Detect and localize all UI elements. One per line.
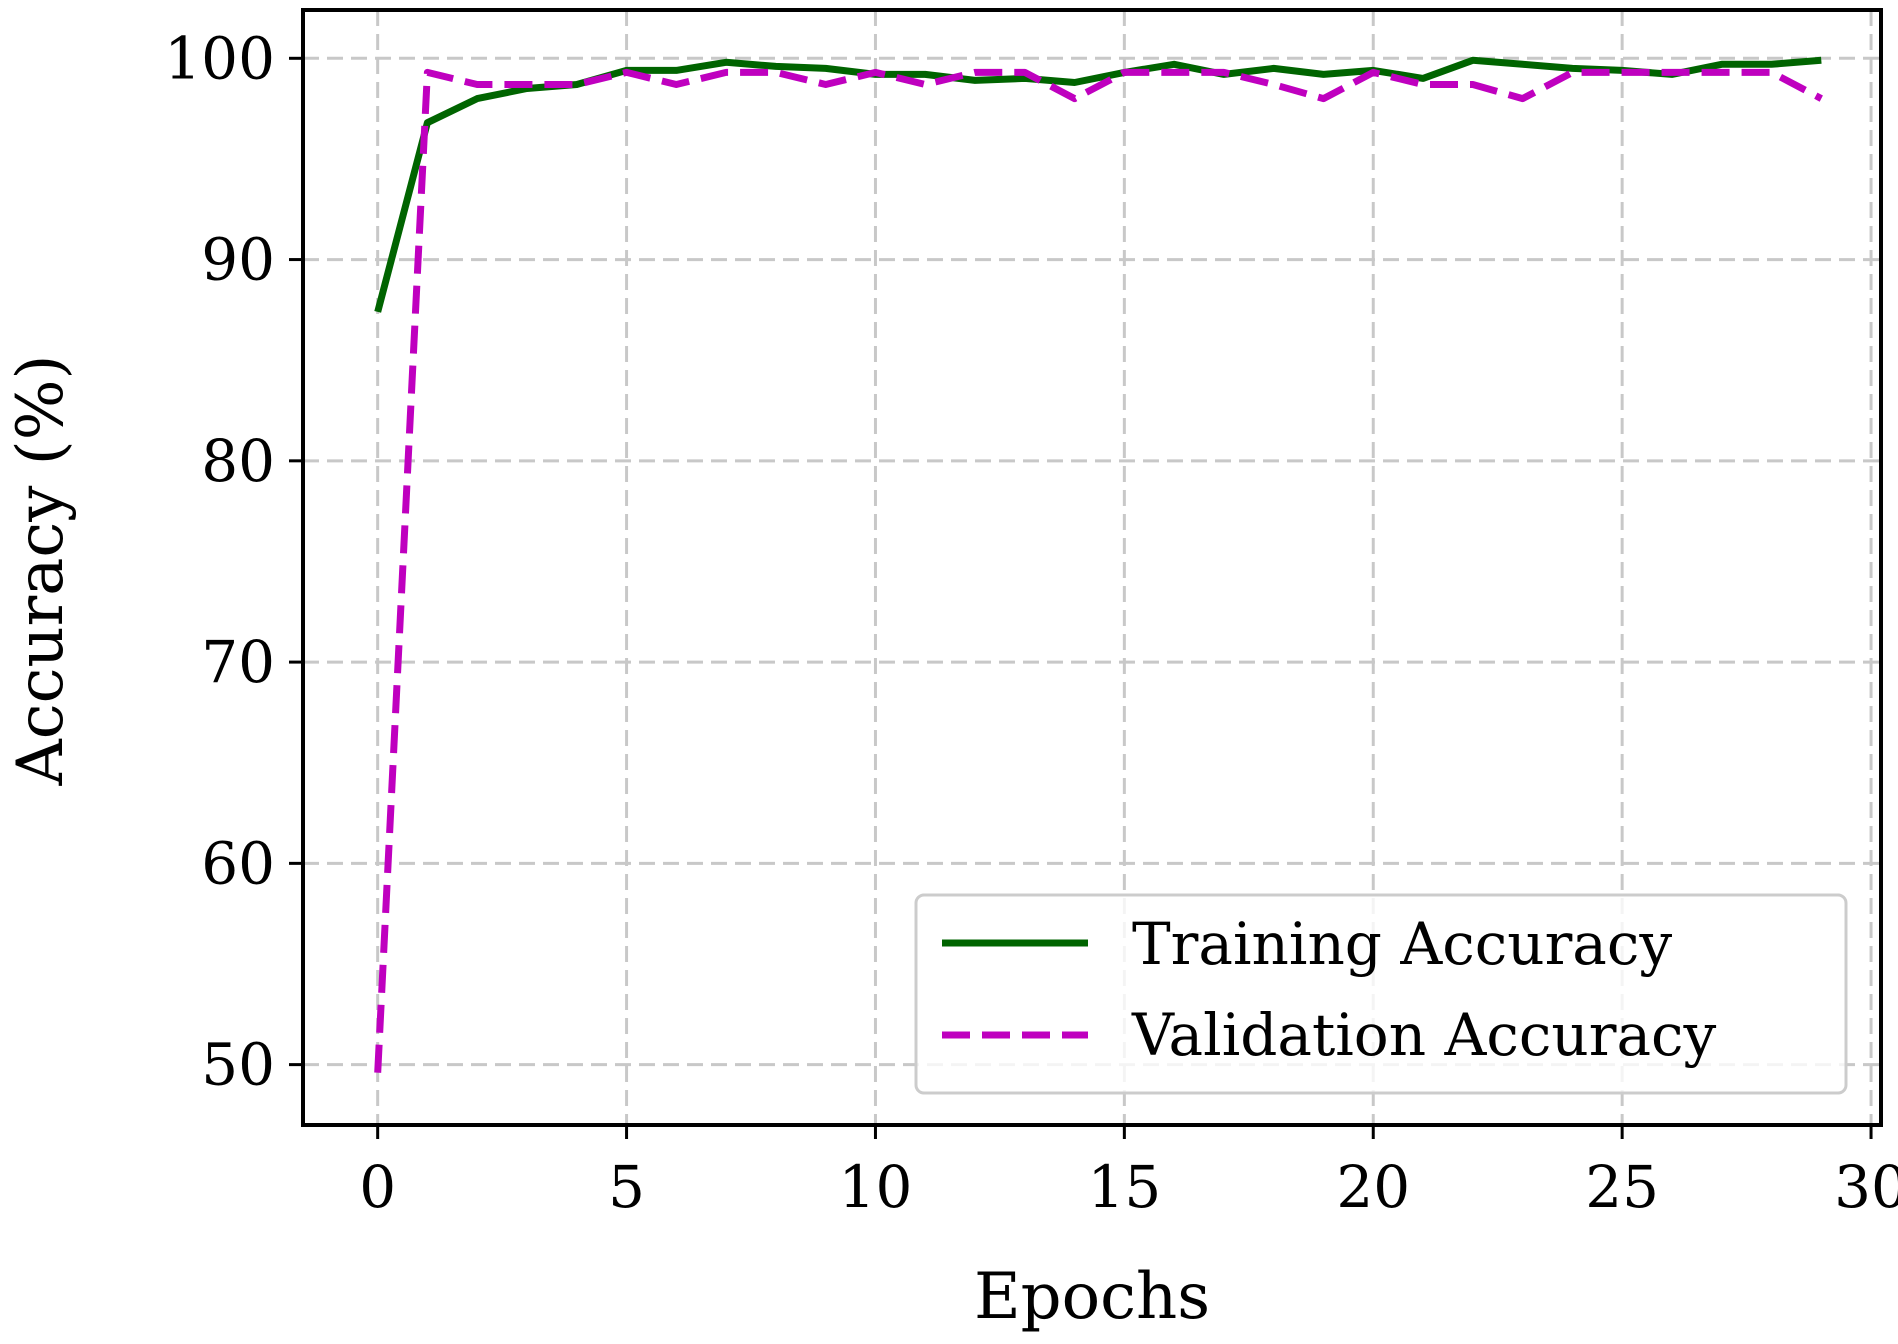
- x-tick-label-15: 15: [1087, 1153, 1161, 1221]
- legend: Training Accuracy Validation Accuracy: [914, 893, 1848, 1095]
- y-tick-label-100: 100: [164, 24, 275, 92]
- grid-layer: [303, 10, 1881, 1125]
- x-tick-label-25: 25: [1585, 1153, 1659, 1221]
- series-layer: [374, 56, 1823, 1073]
- y-tick-label-60: 60: [201, 829, 275, 897]
- plot-frame: [301, 8, 1883, 1127]
- series-line-validation: [374, 68, 1823, 1073]
- y-axis-title: Accuracy (%): [4, 355, 78, 787]
- legend-label-validation: Validation Accuracy: [1131, 1001, 1717, 1069]
- legend-label-training: Training Accuracy: [1132, 910, 1672, 978]
- ticks-layer: 0 5 10 15 20 25 30 50 60 70 80 90 100: [164, 24, 1898, 1221]
- y-tick-label-90: 90: [201, 226, 275, 294]
- x-tick-label-5: 5: [608, 1153, 645, 1221]
- y-tick-label-80: 80: [201, 427, 275, 495]
- x-tick-label-10: 10: [839, 1153, 913, 1221]
- x-axis-title: Epochs: [974, 1260, 1210, 1334]
- x-tick-label-30: 30: [1834, 1153, 1898, 1221]
- legend-box: [914, 893, 1848, 1095]
- y-tick-label-50: 50: [201, 1031, 275, 1099]
- series-line-training: [374, 56, 1822, 313]
- x-tick-label-20: 20: [1336, 1153, 1410, 1221]
- x-tick-label-0: 0: [359, 1153, 396, 1221]
- y-tick-label-70: 70: [201, 628, 275, 696]
